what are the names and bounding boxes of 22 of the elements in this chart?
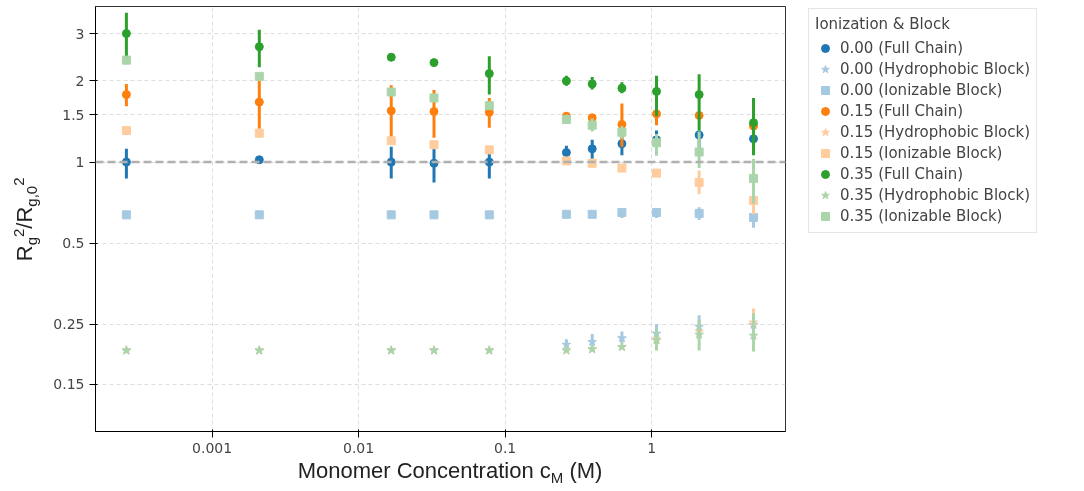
legend-label: 0.35 (Full Chain) bbox=[840, 164, 964, 184]
legend-label: 0.35 (Ionizable Block) bbox=[840, 206, 1003, 226]
legend-label: 0.00 (Hydrophobic Block) bbox=[840, 59, 1031, 79]
x-tick-label: 0.01 bbox=[343, 439, 375, 456]
legend-label: 0.00 (Full Chain) bbox=[840, 38, 964, 58]
legend-label: 0.15 (Ionizable Block) bbox=[840, 143, 1003, 163]
y-tick-label: 3 bbox=[75, 25, 85, 42]
y-tick-label: 0.25 bbox=[53, 316, 85, 333]
x-tick-label: 0.1 bbox=[493, 439, 517, 456]
legend-label: 0.15 (Hydrophobic Block) bbox=[840, 122, 1031, 142]
y-tick-label: 1 bbox=[75, 154, 85, 171]
x-tick-label: 1 bbox=[647, 439, 657, 456]
legend-label: 0.00 (Ionizable Block) bbox=[840, 80, 1003, 100]
y-tick-label: 1.5 bbox=[62, 106, 85, 123]
x-tick-label: 0.001 bbox=[192, 439, 233, 456]
legend-label: 0.35 (Hydrophobic Block) bbox=[840, 185, 1031, 205]
x-axis-title: Monomer Concentration c$_{M}$ (M) bbox=[297, 458, 603, 487]
y-tick-label: 0.15 bbox=[53, 376, 85, 393]
y-tick-label: 2 bbox=[75, 72, 85, 89]
legend-label: 0.15 (Full Chain) bbox=[840, 101, 964, 121]
y-tick-label: 0.5 bbox=[62, 235, 85, 252]
legend-title: Ionization & Block bbox=[815, 15, 951, 33]
